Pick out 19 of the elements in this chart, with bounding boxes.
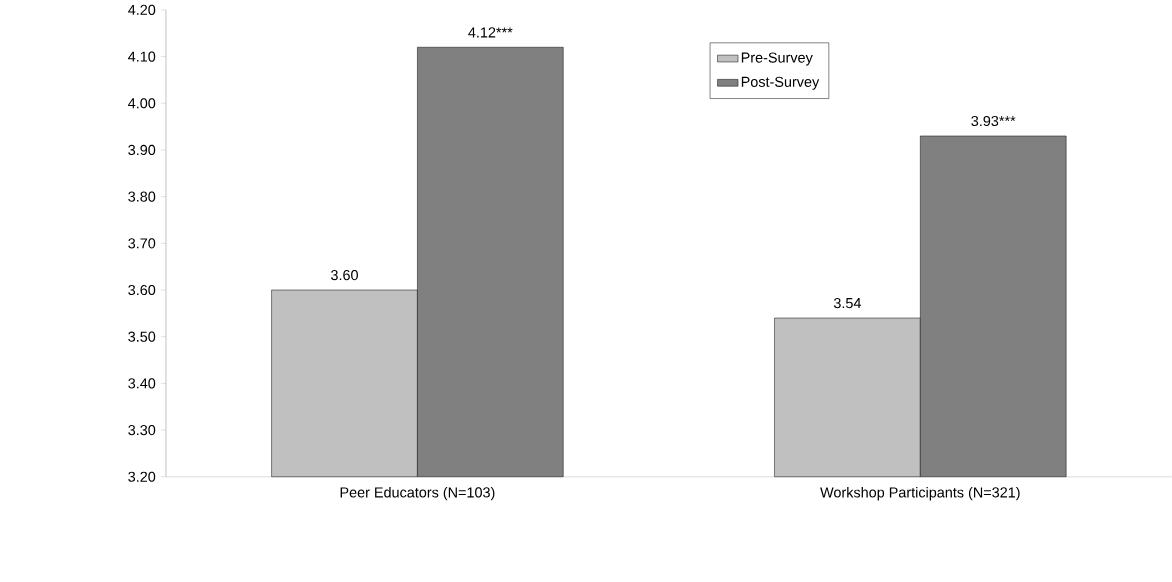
legend-label: Pre-Survey — [741, 52, 813, 66]
x-tick-label: Workshop Participants (N=321) — [820, 487, 1020, 501]
y-tick-label: 3.50 — [128, 331, 156, 342]
data-label: 4.12*** — [468, 27, 513, 38]
x-tick-label: Peer Educators (N=103) — [340, 487, 495, 501]
y-tick-label: 3.60 — [128, 285, 156, 296]
y-tick-label: 3.90 — [128, 144, 156, 156]
y-tick-label: 3.30 — [128, 425, 156, 436]
data-label: 3.93*** — [971, 115, 1016, 127]
y-tick-label: 4.20 — [128, 4, 156, 16]
y-tick-label: 3.20 — [128, 471, 156, 482]
y-tick-label: 3.80 — [128, 191, 156, 202]
data-label: 3.54 — [833, 298, 861, 309]
data-label: 3.60 — [331, 270, 358, 281]
y-tick-label: 3.70 — [128, 238, 156, 249]
y-tick-label: 3.40 — [128, 378, 156, 389]
y-tick-label: 4.00 — [128, 98, 156, 109]
y-tick-label: 4.10 — [128, 51, 156, 62]
legend-label: Post-Survey — [741, 76, 820, 90]
